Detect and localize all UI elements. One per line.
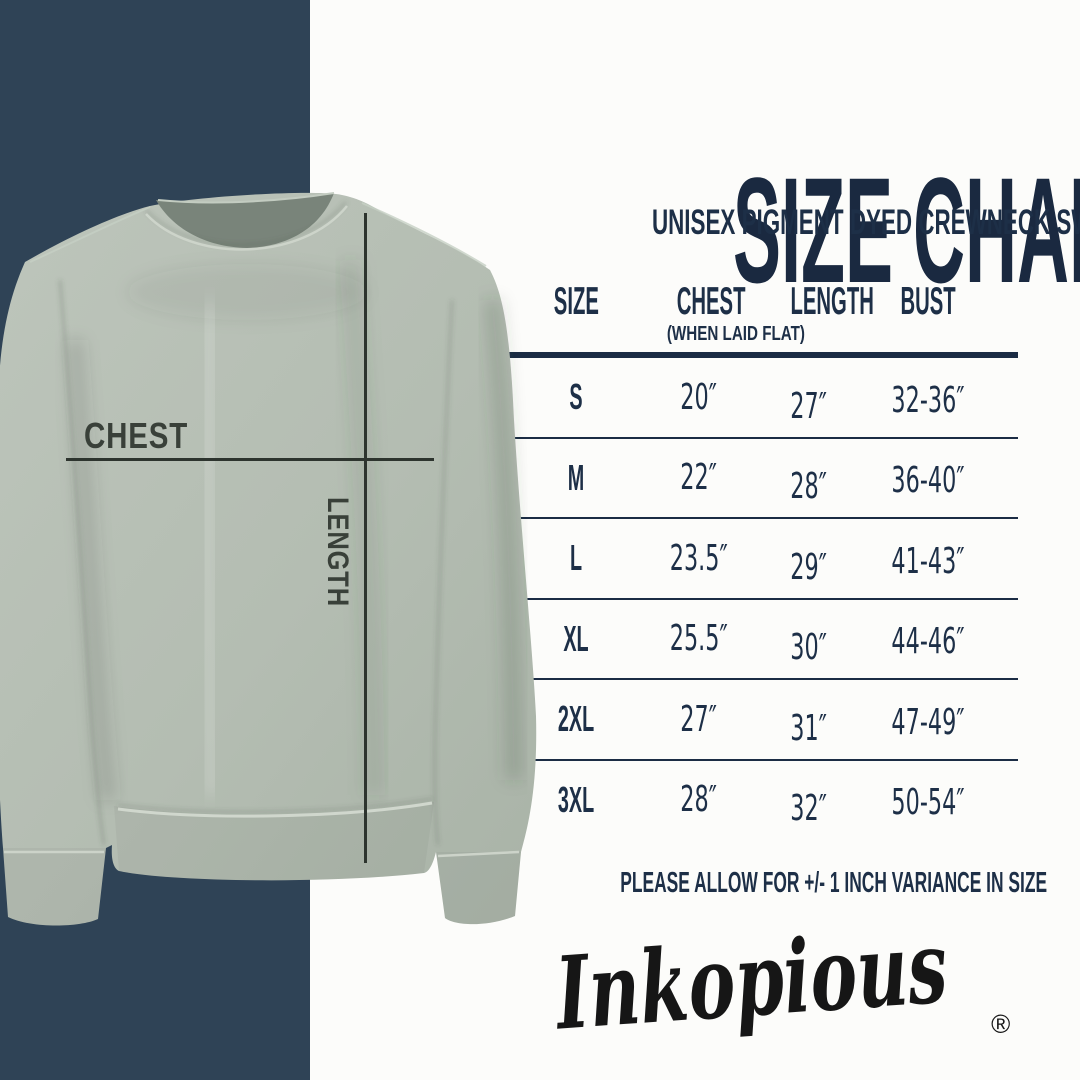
brand-logo: Inkopious ® bbox=[478, 907, 1014, 1052]
bust-cell: 32-36″ bbox=[891, 379, 965, 421]
chest-cell: 23.5″ bbox=[669, 537, 728, 579]
chest-cell: 28″ bbox=[680, 779, 717, 821]
length-label: LENGTH bbox=[321, 497, 354, 607]
bust-cell: 47-49″ bbox=[891, 701, 965, 743]
size-cell: XL bbox=[563, 617, 589, 659]
chest-measure-line bbox=[66, 458, 434, 461]
size-cell: 3XL bbox=[557, 778, 595, 820]
table-row-s: S 20″ 27″ 32-36″ bbox=[507, 358, 1018, 439]
length-cell: 32″ bbox=[790, 788, 827, 830]
table-row-xl: XL 25.5″ 30″ 44-46″ bbox=[507, 600, 1018, 680]
chest-subnote: (WHEN LAID FLAT) bbox=[666, 323, 805, 345]
size-cell: S bbox=[569, 376, 583, 418]
table-subnote-row: (WHEN LAID FLAT) bbox=[507, 324, 1018, 350]
bust-cell: 44-46″ bbox=[891, 621, 965, 663]
table-row-m: M 22″ 28″ 36-40″ bbox=[507, 439, 1018, 519]
table-header-row: SIZE CHEST LENGTH BUST bbox=[507, 278, 1018, 324]
bust-cell: 36-40″ bbox=[891, 460, 965, 502]
length-cell: 30″ bbox=[790, 627, 827, 669]
page-title: SIZE CHART bbox=[733, 145, 1080, 314]
variance-note: PLEASE ALLOW FOR +/- 1 INCH VARIANCE IN … bbox=[620, 867, 1048, 899]
table-row-l: L 23.5″ 29″ 41-43″ bbox=[507, 519, 1018, 600]
table-row-3xl: 3XL 28″ 32″ 50-54″ bbox=[507, 761, 1018, 840]
chest-cell: 20″ bbox=[680, 376, 717, 418]
registered-trademark-icon: ® bbox=[991, 1009, 1011, 1039]
column-header-size: SIZE bbox=[553, 279, 599, 323]
length-cell: 28″ bbox=[790, 466, 827, 508]
chest-label: CHEST bbox=[84, 415, 189, 456]
size-cell: 2XL bbox=[557, 698, 595, 740]
length-cell: 27″ bbox=[790, 385, 827, 427]
size-cell: M bbox=[567, 456, 585, 498]
column-header-length: LENGTH bbox=[790, 279, 875, 323]
column-header-bust: BUST bbox=[900, 279, 956, 323]
size-table: SIZE CHEST LENGTH BUST (WHEN LAID FLAT) … bbox=[507, 278, 1018, 839]
bust-cell: 41-43″ bbox=[891, 540, 965, 582]
size-cell: L bbox=[569, 537, 583, 579]
chest-cell: 25.5″ bbox=[669, 618, 728, 660]
chest-cell: 22″ bbox=[680, 457, 717, 499]
bust-cell: 50-54″ bbox=[891, 782, 965, 824]
page-subtitle: UNISEX PIGMENT DYED CREWNECK SWEATSHIRT bbox=[651, 203, 1080, 242]
table-row-2xl: 2XL 27″ 31″ 47-49″ bbox=[507, 680, 1018, 761]
length-measure-line bbox=[364, 213, 367, 863]
brand-logo-text: Inkopious bbox=[552, 907, 951, 1053]
navy-background-panel bbox=[0, 0, 310, 1080]
length-cell: 29″ bbox=[790, 546, 827, 588]
chest-cell: 27″ bbox=[680, 698, 717, 740]
table-header-rule bbox=[507, 352, 1018, 358]
length-cell: 31″ bbox=[790, 707, 827, 749]
column-header-chest: CHEST bbox=[676, 279, 746, 323]
